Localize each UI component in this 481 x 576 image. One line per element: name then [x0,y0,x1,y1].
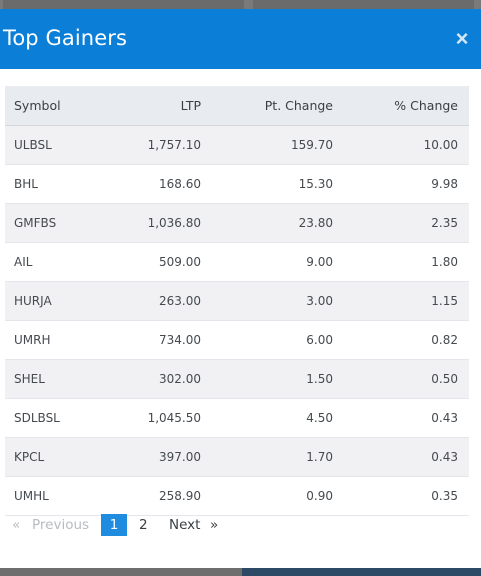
cell-pct-change: 1.15 [342,281,469,321]
table-row[interactable]: BHL 168.60 15.30 9.98 [5,164,469,204]
cell-ltp: 302.00 [103,359,209,399]
cell-pct-change: 2.35 [342,203,469,243]
table-row[interactable]: UMHL 258.90 0.90 0.35 [5,476,469,516]
top-gainers-modal: Top Gainers × Symbol LTP Pt. Change % Ch… [0,9,481,568]
cell-ltp: 397.00 [103,437,209,477]
page-link-1[interactable]: 1 [101,514,127,536]
cell-pct-change: 10.00 [342,125,469,165]
cell-ltp: 263.00 [103,281,209,321]
cell-symbol[interactable]: KPCL [5,437,103,477]
table-row[interactable]: KPCL 397.00 1.70 0.43 [5,437,469,477]
top-gainers-table: Symbol LTP Pt. Change % Change ULBSL 1,75… [5,86,469,516]
cell-symbol[interactable]: SDLBSL [5,398,103,438]
cell-symbol[interactable]: BHL [5,164,103,204]
cell-pt-change: 1.50 [209,359,342,399]
cell-pt-change: 4.50 [209,398,342,438]
cell-symbol[interactable]: UMHL [5,476,103,516]
modal-header: Top Gainers × [0,9,481,69]
table-row[interactable]: AIL 509.00 9.00 1.80 [5,242,469,282]
previous-page-link[interactable]: Previous [32,517,90,533]
background-panel [0,568,242,576]
table-row[interactable]: HURJA 263.00 3.00 1.15 [5,281,469,321]
column-header-ltp[interactable]: LTP [103,86,209,126]
cell-pct-change: 0.43 [342,437,469,477]
cell-symbol[interactable]: UMRH [5,320,103,360]
background-divider [244,0,253,9]
cell-ltp: 734.00 [103,320,209,360]
cell-symbol[interactable]: GMFBS [5,203,103,243]
cell-symbol[interactable]: ULBSL [5,125,103,165]
cell-pt-change: 9.00 [209,242,342,282]
modal-title: Top Gainers [3,26,127,50]
cell-pct-change: 0.50 [342,359,469,399]
next-page-link[interactable]: Next [169,517,201,533]
cell-pt-change: 6.00 [209,320,342,360]
table-row[interactable]: GMFBS 1,036.80 23.80 2.35 [5,203,469,243]
column-header-symbol[interactable]: Symbol [5,86,103,126]
column-header-pct-change[interactable]: % Change [342,86,469,126]
cell-pct-change: 0.35 [342,476,469,516]
cell-ltp: 1,045.50 [103,398,209,438]
column-header-pt-change[interactable]: Pt. Change [209,86,342,126]
background-divider [474,0,481,9]
cell-pt-change: 3.00 [209,281,342,321]
table-row[interactable]: SHEL 302.00 1.50 0.50 [5,359,469,399]
background-panel [242,568,481,576]
cell-pct-change: 9.98 [342,164,469,204]
table-row[interactable]: UMRH 734.00 6.00 0.82 [5,320,469,360]
cell-pt-change: 159.70 [209,125,342,165]
close-icon[interactable]: × [455,26,469,51]
cell-ltp: 168.60 [103,164,209,204]
cell-pct-change: 1.80 [342,242,469,282]
cell-pt-change: 15.30 [209,164,342,204]
cell-ltp: 509.00 [103,242,209,282]
cell-pt-change: 0.90 [209,476,342,516]
first-page-link[interactable]: « [12,517,21,533]
cell-pt-change: 1.70 [209,437,342,477]
cell-symbol[interactable]: AIL [5,242,103,282]
last-page-link[interactable]: » [210,517,219,533]
cell-symbol[interactable]: SHEL [5,359,103,399]
background-divider [0,0,3,9]
cell-ltp: 1,036.80 [103,203,209,243]
background-top-strip [0,0,481,9]
cell-pct-change: 0.82 [342,320,469,360]
cell-symbol[interactable]: HURJA [5,281,103,321]
table-header-row: Symbol LTP Pt. Change % Change [5,86,469,126]
table-row[interactable]: SDLBSL 1,045.50 4.50 0.43 [5,398,469,438]
page-link-2[interactable]: 2 [139,517,148,533]
cell-ltp: 1,757.10 [103,125,209,165]
cell-ltp: 258.90 [103,476,209,516]
cell-pt-change: 23.80 [209,203,342,243]
table-row[interactable]: ULBSL 1,757.10 159.70 10.00 [5,125,469,165]
background-bottom-strip [0,568,481,576]
cell-pct-change: 0.43 [342,398,469,438]
